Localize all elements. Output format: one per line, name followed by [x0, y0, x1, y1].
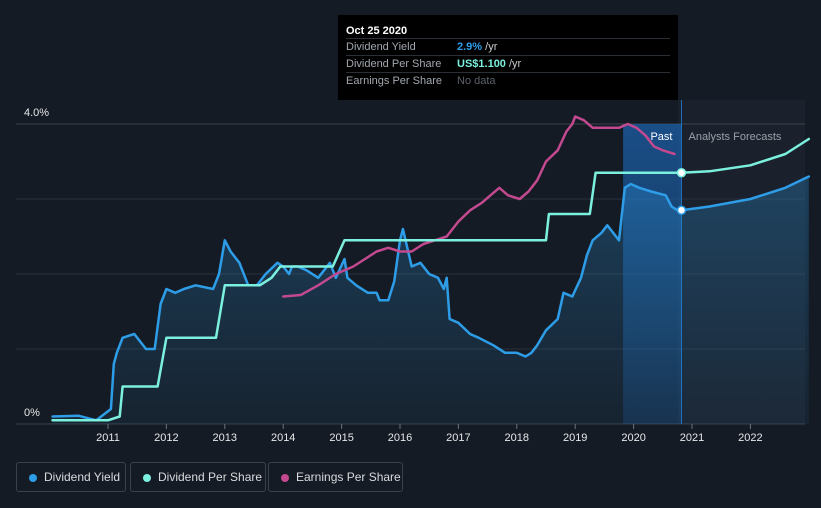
legend-dot	[143, 474, 151, 482]
x-axis-ticks: 2011 2012 2013 2014 2015 2016 2017 2018 2019 2020…	[96, 424, 763, 444]
y-tick-label-top: 4.0%	[24, 107, 49, 119]
tooltip-row-dividend-yield: Dividend Yield 2.9% /yr	[346, 38, 670, 56]
legend-item-dividend-per-share[interactable]: Dividend Per Share	[130, 462, 266, 492]
hover-marker-yield	[676, 205, 687, 215]
tooltip-value: 2.9% /yr	[457, 41, 498, 53]
x-tick-label: 2020	[621, 432, 645, 444]
tooltip-date: Oct 25 2020	[346, 25, 408, 37]
legend-label: Dividend Per Share	[158, 470, 263, 484]
x-tick-label: 2022	[738, 432, 762, 444]
series-line-dps	[51, 137, 811, 422]
hover-marker-dps	[676, 168, 687, 178]
past-label: Past	[650, 131, 672, 143]
legend-dot	[281, 474, 289, 482]
tooltip-value: US$1.100 /yr	[457, 58, 522, 70]
analysts-forecasts-label: Analysts Forecasts	[688, 131, 781, 143]
series-line-eps	[281, 115, 676, 298]
legend-item-earnings-per-share[interactable]: Earnings Per Share	[268, 462, 403, 492]
x-tick-label: 2019	[563, 432, 587, 444]
x-tick-label: 2013	[213, 432, 237, 444]
x-tick-label: 2014	[271, 432, 295, 444]
x-tick-label: 2012	[154, 432, 178, 444]
legend-item-dividend-yield[interactable]: Dividend Yield	[16, 462, 126, 492]
x-tick-label: 2011	[96, 432, 120, 444]
legend-label: Earnings Per Share	[296, 470, 401, 484]
series-layer	[51, 100, 811, 424]
legend-dot	[29, 474, 37, 482]
x-tick-label: 2018	[505, 432, 529, 444]
series-area-yield	[52, 176, 809, 424]
tooltip-row-dividend-per-share: Dividend Per Share US$1.100 /yr	[346, 55, 670, 73]
x-tick-label: 2017	[446, 432, 470, 444]
tooltip-label: Dividend Per Share	[346, 58, 442, 70]
tooltip-row-earnings-per-share: Earnings Per Share No data	[346, 72, 670, 90]
tooltip-value: No data	[457, 75, 496, 87]
tooltip-label: Earnings Per Share	[346, 75, 442, 87]
hover-tooltip: Oct 25 2020 Dividend Yield 2.9% /yr Divi…	[338, 15, 678, 100]
x-tick-label: 2021	[680, 432, 704, 444]
x-tick-label: 2015	[329, 432, 353, 444]
y-tick-label-bottom: 0%	[24, 407, 40, 419]
legend-label: Dividend Yield	[44, 470, 121, 484]
x-tick-label: 2016	[388, 432, 412, 444]
tooltip-label: Dividend Yield	[346, 41, 416, 53]
